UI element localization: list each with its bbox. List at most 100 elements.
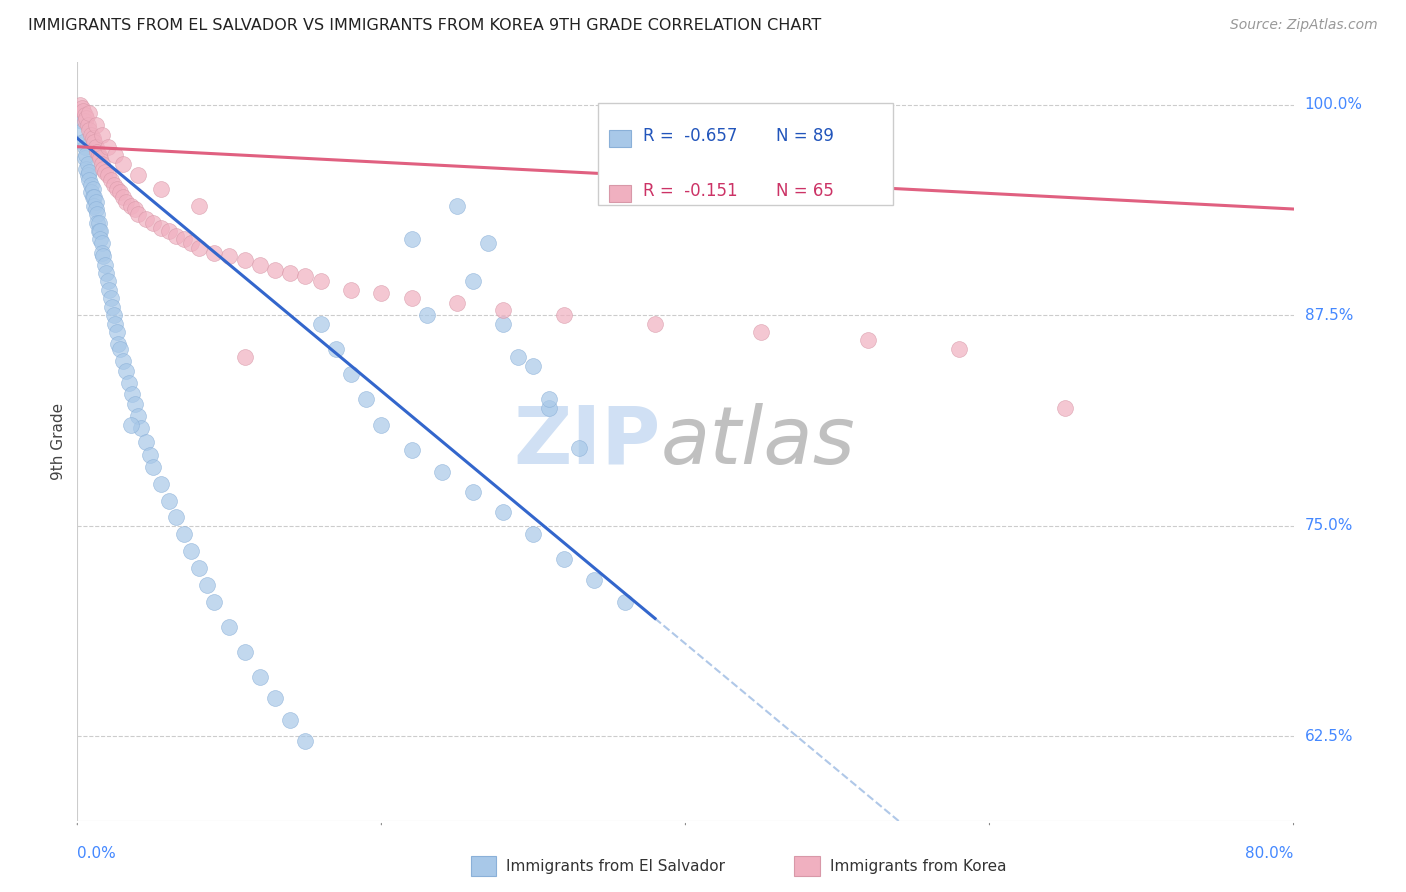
Point xyxy=(69,97,91,112)
Point xyxy=(278,713,301,727)
Point xyxy=(91,249,114,263)
Point xyxy=(103,308,125,322)
Y-axis label: 9th Grade: 9th Grade xyxy=(51,403,66,480)
Point xyxy=(644,317,666,331)
Point xyxy=(537,401,560,415)
Point xyxy=(83,190,105,204)
Point xyxy=(294,269,316,284)
Point xyxy=(70,101,93,115)
Point xyxy=(264,690,287,705)
Point xyxy=(120,199,142,213)
Point xyxy=(127,169,149,183)
Point xyxy=(165,510,187,524)
Point xyxy=(103,178,125,193)
Point xyxy=(477,235,499,250)
Point xyxy=(522,359,544,373)
Point xyxy=(202,594,225,608)
Point xyxy=(149,476,172,491)
Text: 80.0%: 80.0% xyxy=(1246,846,1294,861)
Text: Immigrants from El Salvador: Immigrants from El Salvador xyxy=(506,859,725,873)
Point xyxy=(416,308,439,322)
Point xyxy=(508,351,530,365)
Point xyxy=(139,448,162,462)
Text: 62.5%: 62.5% xyxy=(1305,729,1353,744)
Point xyxy=(370,417,392,432)
Point xyxy=(124,202,146,216)
Point xyxy=(84,139,107,153)
Point xyxy=(73,152,96,166)
Point xyxy=(249,258,271,272)
Point xyxy=(96,266,118,280)
Point xyxy=(98,283,121,297)
Point xyxy=(84,118,107,132)
Point xyxy=(83,135,105,149)
Point xyxy=(173,232,195,246)
Point xyxy=(218,620,240,634)
Point xyxy=(80,178,103,193)
Point xyxy=(111,353,134,368)
Text: atlas: atlas xyxy=(661,402,856,481)
Point xyxy=(75,161,97,176)
Point xyxy=(340,283,363,297)
Point xyxy=(188,199,211,213)
Point xyxy=(124,397,146,411)
Point xyxy=(101,300,124,314)
Point xyxy=(93,165,115,179)
Point xyxy=(118,376,141,390)
Point xyxy=(82,182,104,196)
Text: 75.0%: 75.0% xyxy=(1305,518,1353,533)
Point xyxy=(553,308,575,322)
Text: N = 89: N = 89 xyxy=(776,127,834,145)
Point xyxy=(401,442,423,457)
Point xyxy=(77,118,100,132)
Point xyxy=(89,152,111,166)
Point xyxy=(401,232,423,246)
Point xyxy=(157,224,180,238)
Point xyxy=(70,114,93,128)
Point xyxy=(233,252,256,267)
Point xyxy=(492,505,515,519)
Point xyxy=(751,325,773,339)
Point xyxy=(82,190,104,204)
Text: ZIP: ZIP xyxy=(513,402,661,481)
Point xyxy=(461,485,484,500)
Point xyxy=(613,594,636,608)
Point xyxy=(309,275,332,289)
Point xyxy=(80,185,103,199)
Point xyxy=(82,131,104,145)
Point xyxy=(90,245,112,260)
Point xyxy=(84,195,107,210)
Point xyxy=(75,148,97,162)
Text: IMMIGRANTS FROM EL SALVADOR VS IMMIGRANTS FROM KOREA 9TH GRADE CORRELATION CHART: IMMIGRANTS FROM EL SALVADOR VS IMMIGRANT… xyxy=(28,18,821,33)
Point xyxy=(104,148,127,162)
Point xyxy=(111,156,134,170)
Point xyxy=(553,552,575,566)
Text: 100.0%: 100.0% xyxy=(1305,97,1362,112)
Point xyxy=(165,229,187,244)
Point xyxy=(325,342,347,356)
Point xyxy=(121,387,143,401)
Text: Immigrants from Korea: Immigrants from Korea xyxy=(830,859,1007,873)
Point xyxy=(73,108,96,122)
Point xyxy=(188,241,211,255)
Point xyxy=(1054,401,1077,415)
Point xyxy=(180,235,202,250)
Point xyxy=(97,169,120,183)
Point xyxy=(180,544,202,558)
Point xyxy=(492,303,515,318)
Text: 0.0%: 0.0% xyxy=(77,846,117,861)
Point xyxy=(430,465,453,479)
Point xyxy=(107,336,129,351)
Point xyxy=(87,148,110,162)
Point xyxy=(142,459,165,474)
Point xyxy=(249,670,271,684)
Point xyxy=(354,392,377,407)
Point xyxy=(856,334,879,348)
Point xyxy=(104,317,127,331)
Point xyxy=(80,128,103,142)
Point xyxy=(97,139,120,153)
Point xyxy=(87,224,110,238)
Point xyxy=(77,156,100,170)
Point xyxy=(264,262,287,277)
Point xyxy=(105,182,128,196)
